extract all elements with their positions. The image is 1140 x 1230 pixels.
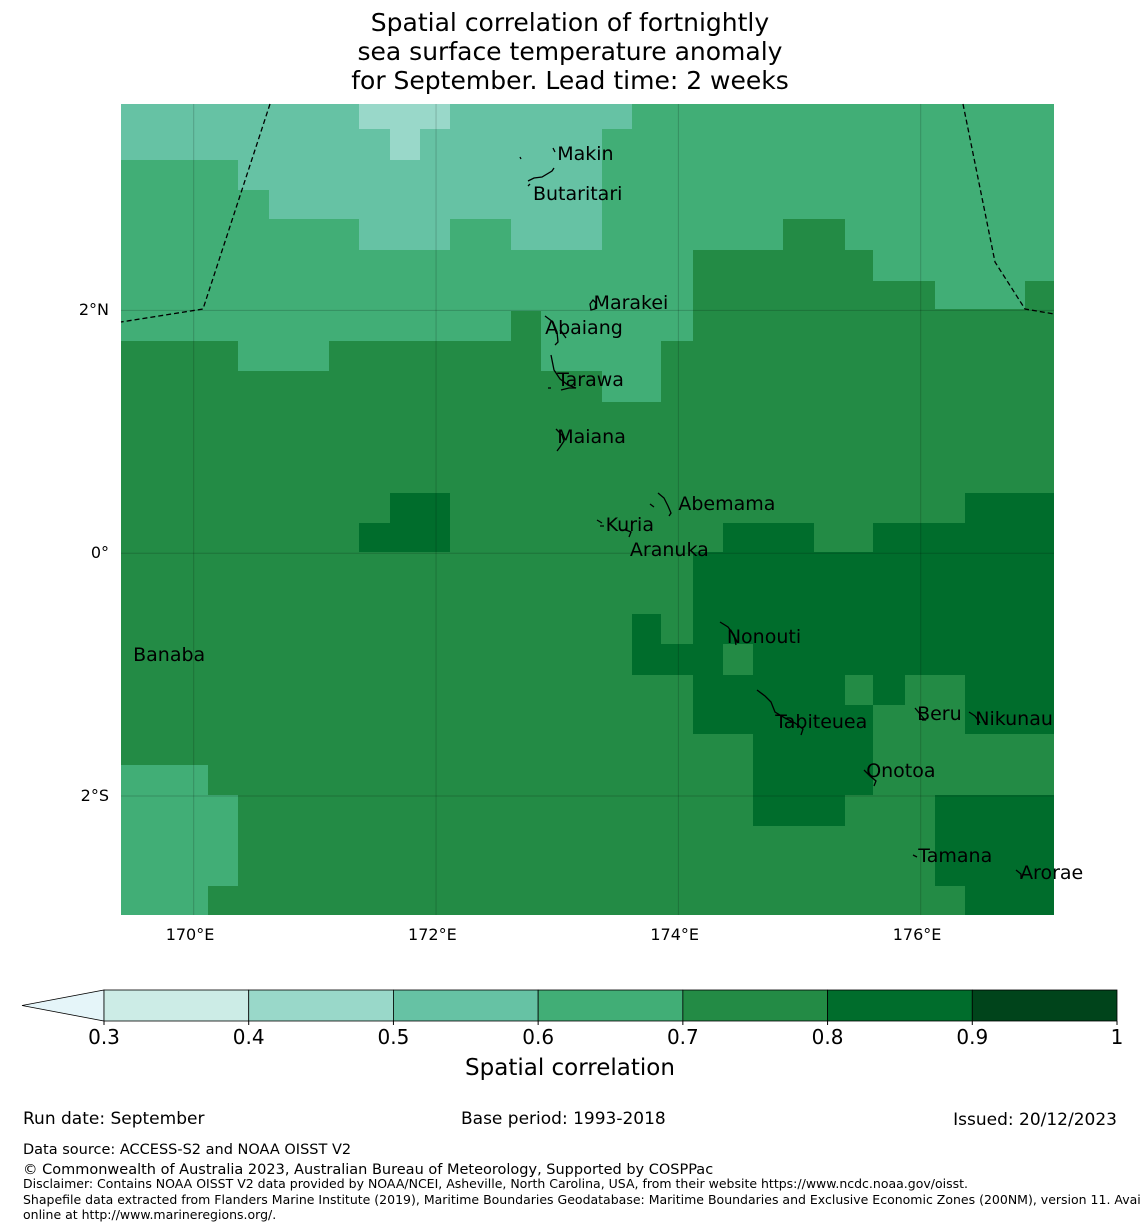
place-label: Abemama bbox=[678, 492, 776, 515]
corr-region-0.8-0.9-east bbox=[632, 493, 1054, 915]
colorbar-under-arrow bbox=[21, 989, 105, 1022]
base-period: Base period: 1993-2018 bbox=[461, 1109, 666, 1129]
colorbar-segment bbox=[827, 989, 973, 1022]
corr-region-0.8-0.9-center bbox=[359, 493, 450, 552]
y-tick-label: 2°S bbox=[80, 786, 109, 806]
x-tick-label: 170°E bbox=[165, 925, 215, 944]
island-tarawa bbox=[548, 354, 577, 391]
island-nonouti bbox=[719, 621, 737, 646]
island-aranuka bbox=[620, 529, 632, 538]
colorbar-tick-label: 0.5 bbox=[377, 1025, 410, 1049]
copyright: © Commonwealth of Australia 2023, Austra… bbox=[23, 1162, 714, 1178]
place-label: Makin bbox=[557, 142, 614, 165]
place-label: Nonouti bbox=[726, 626, 802, 649]
x-tick-label: 172°E bbox=[408, 925, 457, 944]
colorbar-tick-label: 0.9 bbox=[956, 1025, 989, 1049]
island-marakei bbox=[589, 299, 597, 311]
issued-date: Issued: 20/12/2023 bbox=[953, 1110, 1117, 1130]
colorbar-tick-label: 0.7 bbox=[666, 1025, 699, 1049]
eez-boundary-east bbox=[962, 103, 1055, 315]
place-label: Beru bbox=[917, 702, 962, 725]
shapefile-credit-1: Shapefile data extracted from Flanders M… bbox=[23, 1192, 1140, 1207]
place-label: Kuria bbox=[605, 514, 654, 537]
colorbar-segment bbox=[971, 989, 1118, 1022]
corr-region-0.7-0.8-islet-nonouti bbox=[723, 644, 753, 675]
run-date: Run date: September bbox=[23, 1109, 205, 1129]
chart-title: Spatial correlation of fortnightly sea s… bbox=[0, 8, 1140, 95]
y-tick-label: 2°N bbox=[78, 300, 109, 320]
map bbox=[120, 103, 1055, 915]
x-tick-label: 176°E bbox=[892, 925, 942, 944]
colorbar-segment bbox=[393, 989, 539, 1022]
place-label: Butaritari bbox=[532, 183, 623, 206]
place-label: Tabiteuea bbox=[775, 711, 868, 734]
island-arorae bbox=[1015, 869, 1022, 879]
colorbar-tick-label: 0.6 bbox=[522, 1025, 555, 1049]
island-tamana bbox=[912, 854, 918, 858]
corr-region-0.4-0.5 bbox=[359, 104, 450, 160]
island-tabiteuea bbox=[756, 689, 804, 736]
colorbar-tick-label: 0.8 bbox=[811, 1025, 844, 1049]
title-line-1: Spatial correlation of fortnightly bbox=[370, 8, 770, 37]
colorbar-segment bbox=[248, 989, 394, 1022]
colorbar-tick-label: 0.3 bbox=[88, 1025, 120, 1049]
island-abemama bbox=[649, 492, 672, 517]
shapefile-credit-2: online at http://www.marineregions.org/. bbox=[23, 1207, 277, 1222]
colorbar-tick-label: 0.4 bbox=[232, 1025, 265, 1049]
disclaimer: Disclaimer: Contains NOAA OISST V2 data … bbox=[23, 1176, 968, 1191]
island-maiana bbox=[555, 428, 565, 452]
island-kuria bbox=[596, 519, 604, 527]
colorbar bbox=[21, 989, 1118, 1025]
title-line-3: for September. Lead time: 2 weeks bbox=[351, 66, 789, 95]
island-onotoa bbox=[863, 769, 877, 787]
place-label: Maiana bbox=[557, 425, 626, 448]
place-label: Aranuka bbox=[629, 538, 709, 561]
x-tick-label: 174°E bbox=[650, 925, 700, 944]
corr-region-0.6-0.7-southwest bbox=[121, 765, 238, 915]
place-label: Arorae bbox=[1020, 861, 1084, 884]
island-outlines bbox=[135, 147, 1022, 879]
place-label: Nikunau bbox=[975, 707, 1053, 730]
colorbar-tick-label: 1 bbox=[1110, 1025, 1124, 1049]
place-label: Marakei bbox=[593, 292, 669, 315]
corr-region-0.7-0.8-beru bbox=[905, 675, 965, 734]
place-label: Tarawa bbox=[557, 368, 624, 391]
colorbar-segment bbox=[682, 989, 828, 1022]
colorbar-label: Spatial correlation bbox=[465, 1055, 675, 1081]
place-label: Banaba bbox=[133, 644, 206, 667]
y-tick-label: 0° bbox=[90, 543, 109, 563]
data-source: Data source: ACCESS-S2 and NOAA OISST V2 bbox=[23, 1142, 352, 1158]
colorbar-segment bbox=[103, 989, 250, 1022]
island-abaiang bbox=[544, 315, 567, 346]
graticule bbox=[121, 104, 1054, 915]
place-label: Abaiang bbox=[545, 316, 623, 339]
island-nikunau bbox=[968, 711, 981, 724]
island-makin bbox=[519, 147, 556, 160]
colorbar-segment bbox=[537, 989, 684, 1022]
island-butaritari bbox=[527, 167, 555, 187]
place-label: Onotoa bbox=[866, 759, 936, 782]
corr-region-0.5-0.6-north bbox=[121, 104, 632, 250]
island-beru bbox=[914, 707, 927, 721]
title-line-2: sea surface temperature anomaly bbox=[357, 37, 783, 66]
place-label: Tamana bbox=[918, 844, 993, 867]
